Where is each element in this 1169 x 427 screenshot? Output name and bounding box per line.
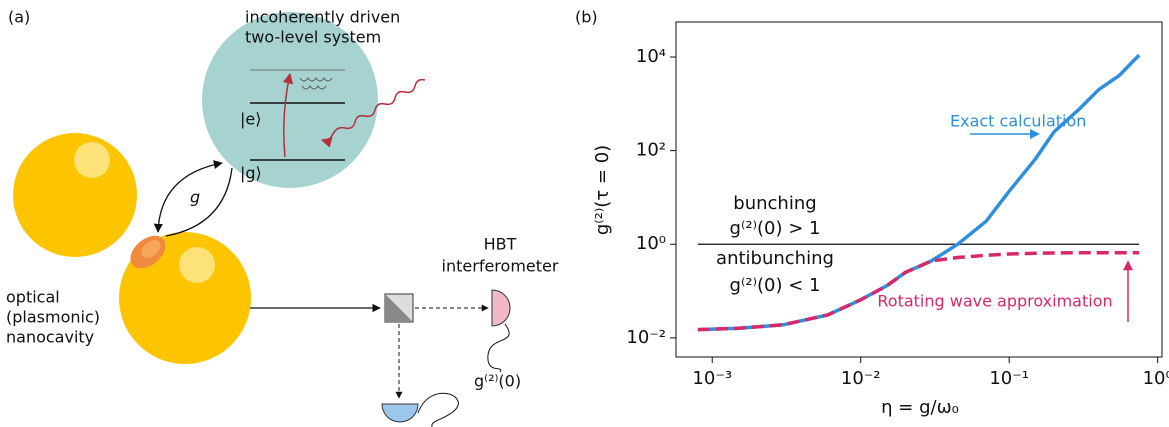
nanoparticle [13,133,137,257]
y-tick-label: 10⁰ [636,233,666,254]
emitter-label: incoherently driven [245,8,400,27]
emitter-label: two-level system [245,28,381,47]
x-tick-label: 10⁻¹ [989,368,1029,389]
annotation: antibunching [716,248,834,269]
y-tick-label: 10⁻² [626,327,666,348]
panel-label: (a) [8,8,30,27]
highlight [179,247,215,283]
series-annotation: Rotating wave approximation [877,292,1112,311]
detector [492,290,510,326]
x-tick-label: 10⁻³ [692,368,732,389]
state-label: |e⟩ [240,110,261,129]
x-axis-label: η = g/ω₀ [881,397,959,418]
series-annotation: Exact calculation [950,112,1086,131]
figure: (a) incoherently driven two-level system… [0,0,1169,427]
cavity-label: optical [6,288,60,307]
highlight [74,142,110,178]
state-label: |g⟩ [240,164,262,183]
cable [488,324,509,372]
hbt-label: interferometer [442,257,559,276]
plot: 10⁻³ 10⁻² 10⁻¹ 10⁰ 10⁻² 10⁰ 10² 10⁴ bunching g⁽²⁾… [626,22,1169,389]
y-tick-label: 10² [636,140,666,161]
detector [382,404,418,422]
x-tick-label: 10⁰ [1143,368,1169,389]
x-tick-label: 10⁻² [841,368,881,389]
cavity-label: nanocavity [6,328,94,347]
annotation: bunching [733,193,816,214]
y-axis-label: g⁽²⁾(τ = 0) [592,145,613,235]
arrow-head [1030,129,1040,139]
cavity-label: (plasmonic) [6,308,100,327]
annotation: g⁽²⁾(0) < 1 [730,275,821,296]
arrow-head [1123,260,1133,270]
panel-label: (b) [575,8,598,27]
schematic [13,12,510,427]
hbt-label: HBT [484,235,517,254]
cable [418,393,458,427]
y-tick-label: 10⁴ [636,46,666,67]
detector-output: g⁽²⁾(0) [474,372,521,391]
annotation: g⁽²⁾(0) > 1 [730,218,821,239]
coupling-label: g [190,188,200,207]
